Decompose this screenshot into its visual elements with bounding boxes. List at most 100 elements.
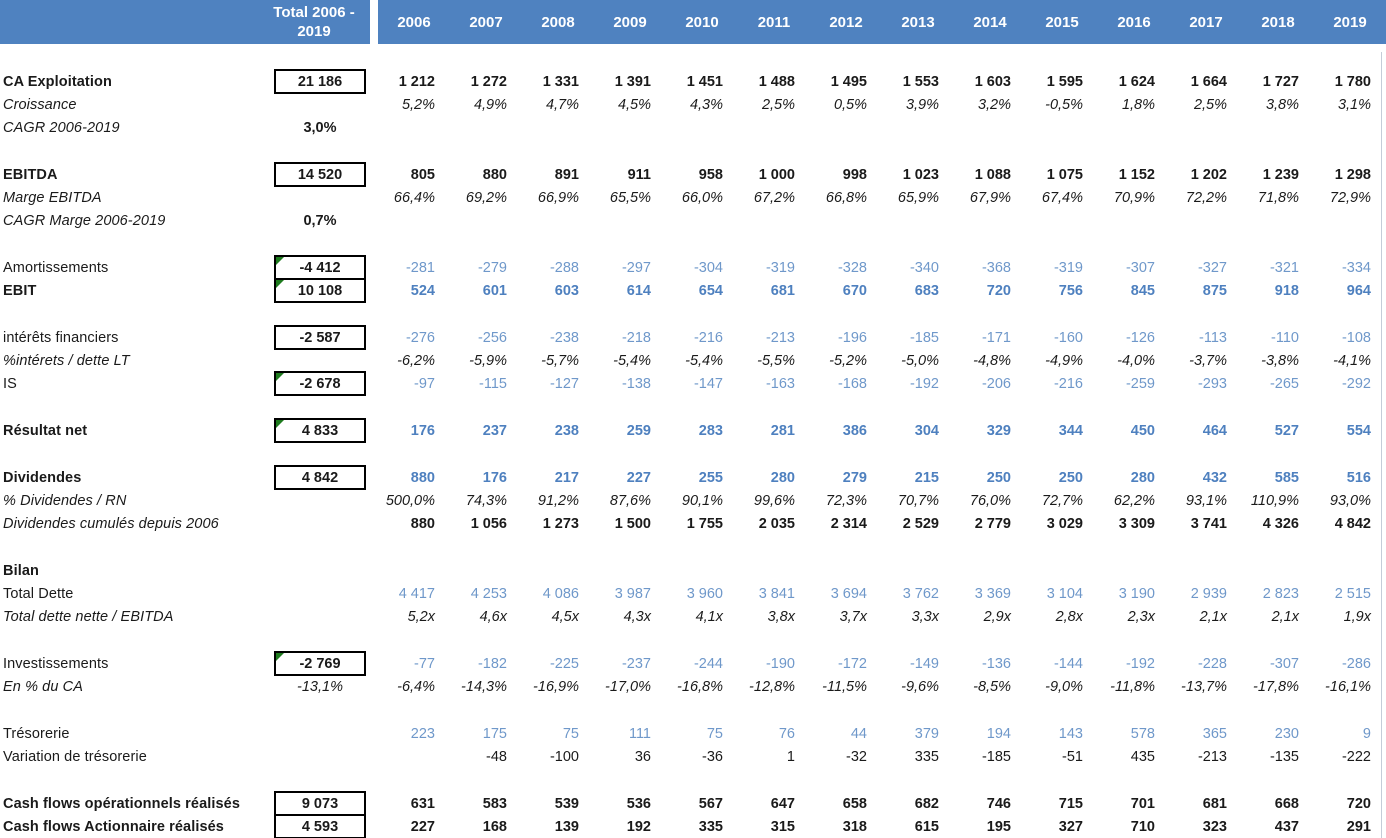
value-cell-2008[interactable]: 4,7% <box>545 96 579 113</box>
value-cell-2009[interactable]: 192 <box>626 818 651 835</box>
total-box[interactable]: 9 073 <box>274 791 366 816</box>
value-cell-2014[interactable]: 195 <box>986 818 1011 835</box>
row-label[interactable]: CAGR 2006-2019 <box>3 119 120 136</box>
value-cell-2009[interactable]: 4,3x <box>623 608 651 625</box>
value-cell-2012[interactable]: 72,3% <box>825 492 867 509</box>
value-cell-2012[interactable]: -11,5% <box>822 678 867 695</box>
value-cell-2011[interactable]: -319 <box>765 259 795 276</box>
value-cell-2009[interactable]: 911 <box>627 166 651 183</box>
value-cell-2006[interactable]: 66,4% <box>393 189 435 206</box>
value-cell-2019[interactable]: 2 515 <box>1334 585 1371 602</box>
value-cell-2012[interactable]: 1 495 <box>830 73 867 90</box>
value-cell-2017[interactable]: 2,5% <box>1193 96 1227 113</box>
value-cell-2016[interactable]: 1 152 <box>1118 166 1155 183</box>
value-cell-2012[interactable]: -328 <box>837 259 867 276</box>
value-cell-2010[interactable]: 66,0% <box>681 189 723 206</box>
value-cell-2010[interactable]: 958 <box>698 166 723 183</box>
value-cell-2007[interactable]: -256 <box>477 329 507 346</box>
value-cell-2007[interactable]: -182 <box>477 655 507 672</box>
row-label[interactable]: Cash flows opérationnels réalisés <box>3 795 240 812</box>
value-cell-2011[interactable]: 315 <box>770 818 795 835</box>
value-cell-2009[interactable]: 614 <box>626 282 651 299</box>
value-cell-2006[interactable]: -77 <box>414 655 435 672</box>
value-cell-2014[interactable]: -8,5% <box>973 678 1011 695</box>
value-cell-2013[interactable]: 3,3x <box>911 608 939 625</box>
row-label[interactable]: CAGR Marge 2006-2019 <box>3 212 166 229</box>
value-cell-2010[interactable]: 3 960 <box>686 585 723 602</box>
value-cell-2018[interactable]: -265 <box>1269 375 1299 392</box>
value-cell-2010[interactable]: -244 <box>693 655 723 672</box>
value-cell-2014[interactable]: 194 <box>986 725 1011 742</box>
row-label[interactable]: %intérets / dette LT <box>3 352 130 369</box>
value-cell-2016[interactable]: -4,0% <box>1117 352 1155 369</box>
value-cell-2006[interactable]: 631 <box>410 795 435 812</box>
value-cell-2008[interactable]: -127 <box>549 375 579 392</box>
value-cell-2006[interactable]: 227 <box>410 818 435 835</box>
row-label[interactable]: CA Exploitation <box>3 73 112 90</box>
value-cell-2007[interactable]: 4 253 <box>470 585 507 602</box>
value-cell-2017[interactable]: 432 <box>1202 469 1227 486</box>
value-cell-2014[interactable]: -136 <box>981 655 1011 672</box>
value-cell-2011[interactable]: -5,5% <box>757 352 795 369</box>
value-cell-2012[interactable]: -172 <box>837 655 867 672</box>
total-cell[interactable]: 4 593 <box>270 814 370 838</box>
value-cell-2012[interactable]: -196 <box>837 329 867 346</box>
value-cell-2011[interactable]: 647 <box>770 795 795 812</box>
value-cell-2011[interactable]: 1 000 <box>758 166 795 183</box>
value-cell-2008[interactable]: 91,2% <box>537 492 579 509</box>
value-cell-2012[interactable]: 66,8% <box>825 189 867 206</box>
total-cell[interactable] <box>270 722 370 745</box>
value-cell-2010[interactable]: -5,4% <box>685 352 723 369</box>
value-cell-2019[interactable]: 720 <box>1346 795 1371 812</box>
value-cell-2006[interactable]: 5,2% <box>401 96 435 113</box>
value-cell-2007[interactable]: -115 <box>479 375 507 392</box>
value-cell-2014[interactable]: 746 <box>986 795 1011 812</box>
value-cell-2015[interactable]: -160 <box>1053 329 1083 346</box>
value-cell-2006[interactable]: -276 <box>405 329 435 346</box>
value-cell-2018[interactable]: -321 <box>1269 259 1299 276</box>
value-cell-2017[interactable]: -293 <box>1197 375 1227 392</box>
value-cell-2012[interactable]: 318 <box>842 818 867 835</box>
value-cell-2012[interactable]: -168 <box>837 375 867 392</box>
value-cell-2011[interactable]: 2,5% <box>761 96 795 113</box>
total-cell[interactable]: 3,0% <box>303 119 337 136</box>
value-cell-2009[interactable]: 536 <box>626 795 651 812</box>
value-cell-2016[interactable]: -126 <box>1125 329 1155 346</box>
total-cell[interactable]: 0,7% <box>303 212 337 229</box>
value-cell-2006[interactable]: -6,4% <box>397 678 435 695</box>
value-cell-2016[interactable]: 2,3x <box>1127 608 1155 625</box>
value-cell-2018[interactable]: 2 823 <box>1262 585 1299 602</box>
value-cell-2019[interactable]: -16,1% <box>1325 678 1371 695</box>
value-cell-2013[interactable]: 335 <box>914 748 939 765</box>
value-cell-2015[interactable]: 715 <box>1058 795 1083 812</box>
value-cell-2019[interactable]: 1 298 <box>1334 166 1371 183</box>
value-cell-2013[interactable]: 1 553 <box>902 73 939 90</box>
value-cell-2008[interactable]: 238 <box>554 422 579 439</box>
value-cell-2014[interactable]: -185 <box>981 748 1011 765</box>
row-label[interactable]: Trésorerie <box>3 725 70 742</box>
value-cell-2009[interactable]: -237 <box>621 655 651 672</box>
value-cell-2007[interactable]: 176 <box>482 469 507 486</box>
value-cell-2013[interactable]: 3,9% <box>905 96 939 113</box>
value-cell-2017[interactable]: 365 <box>1202 725 1227 742</box>
value-cell-2010[interactable]: -216 <box>693 329 723 346</box>
row-label[interactable]: EBIT <box>3 282 37 299</box>
value-cell-2018[interactable]: 1 239 <box>1262 166 1299 183</box>
value-cell-2006[interactable]: 880 <box>410 515 435 532</box>
value-cell-2010[interactable]: -16,8% <box>677 678 723 695</box>
value-cell-2017[interactable]: 1 202 <box>1190 166 1227 183</box>
value-cell-2017[interactable]: -3,7% <box>1189 352 1227 369</box>
value-cell-2010[interactable]: 567 <box>698 795 723 812</box>
value-cell-2018[interactable]: 110,9% <box>1250 492 1299 509</box>
value-cell-2015[interactable]: 72,7% <box>1041 492 1083 509</box>
value-cell-2018[interactable]: 2,1x <box>1271 608 1299 625</box>
total-cell[interactable]: -4 412 <box>270 255 370 280</box>
value-cell-2008[interactable]: 66,9% <box>537 189 579 206</box>
value-cell-2010[interactable]: 654 <box>698 282 723 299</box>
value-cell-2015[interactable]: -0,5% <box>1045 96 1083 113</box>
value-cell-2006[interactable]: 176 <box>410 422 435 439</box>
value-cell-2016[interactable]: 3 309 <box>1118 515 1155 532</box>
value-cell-2006[interactable]: 4 417 <box>398 585 435 602</box>
value-cell-2019[interactable]: 1,9x <box>1343 608 1371 625</box>
value-cell-2015[interactable]: -144 <box>1053 655 1083 672</box>
